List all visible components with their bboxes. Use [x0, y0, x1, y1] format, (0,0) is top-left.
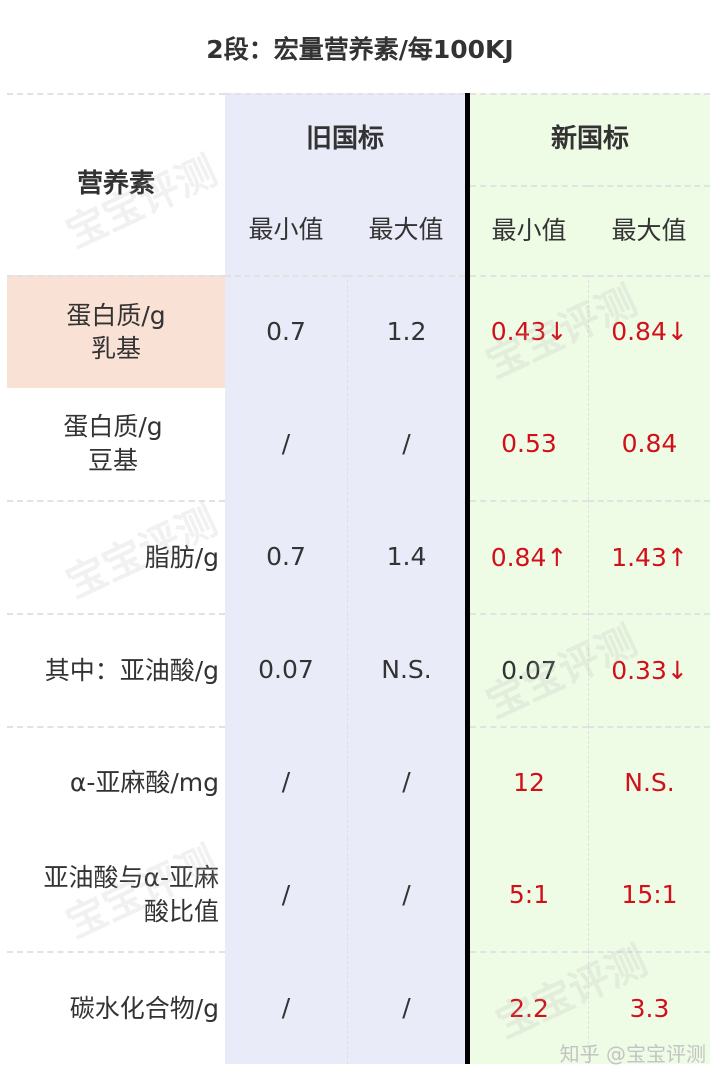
new-standard-header: 新国标: [470, 93, 710, 185]
new-min-cell: 0.43↓: [470, 275, 588, 388]
old-max-cell: /: [347, 951, 465, 1064]
old-min-cell: 0.07: [225, 613, 347, 726]
old-max-cell: /: [347, 725, 465, 839]
new-max-cell: N.S.: [588, 725, 710, 839]
old-max-cell: N.S.: [347, 613, 465, 726]
new-min-cell: 5:1: [470, 838, 588, 952]
old-min-cell: 0.7: [225, 275, 347, 388]
row-label: 其中：亚油酸/g: [7, 613, 225, 726]
new-max-cell: 1.43↑: [588, 500, 710, 614]
old-max-cell: /: [347, 387, 465, 501]
new-min-cell: 0.53: [470, 387, 588, 501]
row-label: 亚油酸与α-亚麻 酸比值: [43, 863, 219, 926]
old-standard-header: 旧国标: [225, 93, 465, 185]
new-max-cell: 0.84↓: [588, 275, 710, 388]
new-min-cell: 2.2: [470, 951, 588, 1064]
old-min-header: 最小值: [225, 185, 347, 275]
old-max-header: 最大值: [347, 185, 465, 275]
row-label: 碳水化合物/g: [7, 951, 225, 1064]
credit-text: 知乎 @宝宝评测: [559, 1042, 706, 1066]
old-min-cell: /: [225, 725, 347, 839]
new-max-cell: 0.33↓: [588, 613, 710, 726]
old-max-cell: 1.4: [347, 500, 465, 614]
row-label: 蛋白质/g 豆基: [63, 412, 163, 476]
table-title: 2段：宏量营养素/每100KJ: [206, 35, 514, 64]
new-max-header: 最大值: [588, 185, 710, 275]
standard-divider: [465, 93, 470, 1064]
new-min-cell: 12: [470, 725, 588, 839]
new-max-cell: 3.3: [588, 951, 710, 1064]
old-max-cell: 1.2: [347, 275, 465, 388]
row-label: α-亚麻酸/mg: [7, 725, 225, 839]
new-max-cell: 0.84: [588, 387, 710, 501]
new-min-cell: 0.07: [470, 613, 588, 726]
old-max-cell: /: [347, 838, 465, 952]
new-min-header: 最小值: [470, 185, 588, 275]
old-min-cell: /: [225, 838, 347, 952]
nutrient-header: 营养素: [7, 93, 225, 275]
row-label: 脂肪/g: [7, 500, 225, 613]
new-max-cell: 15:1: [588, 838, 710, 952]
row-label: 蛋白质/g 乳基: [7, 275, 225, 388]
new-min-cell: 0.84↑: [470, 500, 588, 614]
old-min-cell: /: [225, 387, 347, 501]
old-min-cell: 0.7: [225, 500, 347, 614]
old-min-cell: /: [225, 951, 347, 1064]
nutrient-comparison-table: 营养素 旧国标 新国标 最小值 最大值 最小值 最大值 蛋白质/g 乳基 0.7 1…: [7, 93, 710, 1064]
